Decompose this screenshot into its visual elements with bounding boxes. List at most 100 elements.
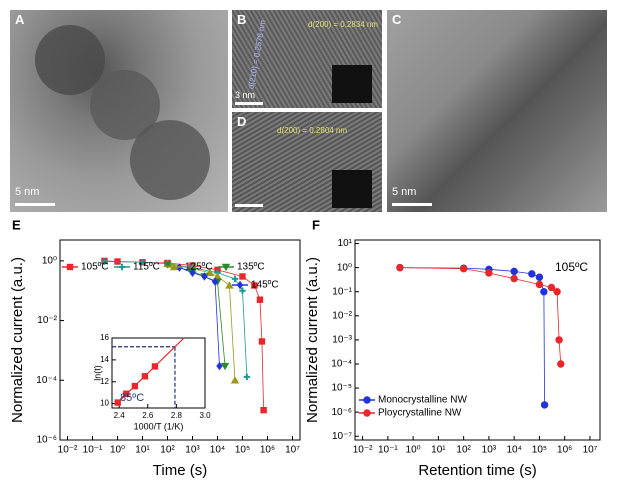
- annotation: 85ºC: [120, 392, 144, 404]
- data-point: [231, 275, 239, 283]
- data-point: [553, 288, 561, 296]
- y-tick-label: 10⁰: [337, 262, 352, 273]
- tem-image-d: D d(200) = 0.2804 nm: [232, 112, 382, 212]
- data-point: [528, 270, 536, 278]
- data-point: [230, 376, 240, 384]
- d-spacing: d(200) = 0.2804 nm: [277, 126, 348, 135]
- y-tick-label: 10⁻²: [332, 310, 352, 321]
- scale-bar-label: 5 nm: [15, 186, 40, 198]
- data-point: [258, 338, 266, 345]
- x-tick-label: 10⁴: [506, 445, 521, 456]
- legend-label: 135ºC: [237, 262, 265, 273]
- data-point: [510, 274, 518, 283]
- data-point: [114, 399, 121, 406]
- x-tick-label: 10³: [185, 445, 200, 456]
- x-tick-label: 10⁵: [235, 445, 250, 456]
- legend-marker: [363, 409, 371, 417]
- data-point: [131, 382, 139, 390]
- data-point: [213, 272, 222, 280]
- annotation: 105ºC: [555, 260, 588, 274]
- tem-image-a: A 5 nm: [10, 10, 228, 212]
- data-point: [189, 268, 196, 277]
- legend-marker: [236, 280, 244, 290]
- scale-bar-label: 3 nm: [235, 90, 256, 100]
- legend-label: Ploycrystalline NW: [378, 408, 462, 419]
- data-point: [459, 265, 468, 273]
- scale-bar: [392, 203, 432, 206]
- scale-bar: [15, 203, 55, 206]
- legend-marker: [169, 262, 179, 271]
- y-tick-label: 10⁻³: [332, 335, 352, 346]
- x-tick-label: 10⁻²: [353, 445, 373, 456]
- y-tick-label: 10¹: [338, 238, 353, 249]
- x-tick-label: 10⁶: [557, 445, 572, 456]
- x-tick-label: 10¹: [431, 445, 446, 456]
- data-point: [220, 362, 230, 371]
- x-tick-label: 10⁻²: [58, 445, 78, 456]
- x-tick-label: 10⁰: [110, 445, 125, 456]
- panel-label: D: [237, 114, 247, 129]
- data-point: [540, 288, 548, 296]
- x-axis-label: Time (s): [153, 462, 207, 479]
- x-tick-label: 10⁴: [210, 445, 225, 456]
- fft-inset: [332, 170, 372, 208]
- scale-bar: [235, 204, 263, 207]
- panel-label: B: [237, 12, 247, 27]
- data-point: [239, 273, 246, 280]
- legend-label: 115ºC: [133, 262, 160, 273]
- particle: [130, 120, 210, 200]
- y-tick-label: 10⁻⁴: [331, 359, 352, 370]
- data-point: [555, 336, 563, 344]
- particle: [35, 25, 105, 95]
- data-point: [101, 258, 108, 265]
- panel-label: F: [312, 217, 320, 232]
- data-point: [123, 390, 130, 397]
- y-axis-label: Normalized current (a.u.): [9, 257, 26, 423]
- y-tick-label: 14: [100, 355, 109, 364]
- x-tick-label: 2.8: [171, 411, 183, 420]
- legend-label: 125ºC: [185, 262, 213, 273]
- tem-image-c: C 5 nm: [387, 10, 607, 212]
- panel-label: A: [15, 12, 25, 27]
- data-point: [251, 282, 258, 289]
- legend-marker: [66, 263, 74, 271]
- x-axis-label: 1000/T (1/K): [134, 421, 184, 431]
- x-tick-label: 10²: [160, 445, 175, 456]
- data-point: [139, 259, 146, 266]
- series-line: [104, 261, 248, 377]
- x-tick-label: 2.4: [114, 411, 126, 420]
- x-tick-label: 10⁰: [406, 445, 421, 456]
- x-tick-label: 10²: [456, 445, 471, 456]
- d-spacing: d(200) = 0.2834 nm: [308, 20, 379, 29]
- panel-label: C: [392, 12, 402, 27]
- data-point: [540, 401, 549, 409]
- data-point: [396, 263, 404, 272]
- data-point: [239, 287, 246, 294]
- y-axis-label: ln(t): [92, 365, 102, 381]
- legend-label: Monocrystalline NW: [378, 395, 467, 406]
- x-tick-label: 10⁷: [285, 445, 300, 456]
- x-tick-label: 10⁷: [583, 445, 598, 456]
- series-line: [167, 263, 236, 381]
- data-point: [260, 406, 267, 414]
- legend-marker: [118, 263, 126, 271]
- data-point: [151, 363, 159, 370]
- y-tick-label: 12: [100, 377, 109, 386]
- plot-frame: [354, 239, 601, 441]
- y-tick-label: 10: [100, 399, 109, 408]
- data-point: [225, 281, 234, 289]
- x-tick-label: 10¹: [135, 445, 150, 456]
- panel-label: E: [12, 217, 21, 232]
- data-point: [535, 280, 544, 289]
- data-point: [557, 360, 565, 368]
- y-tick-label: 16: [100, 333, 109, 342]
- y-axis-label: Normalized current (a.u.): [304, 257, 321, 423]
- data-point: [216, 361, 223, 371]
- data-point: [256, 296, 264, 303]
- x-tick-label: 10³: [482, 445, 497, 456]
- x-tick-label: 10⁶: [260, 445, 275, 456]
- y-tick-label: 10⁻⁴: [36, 375, 57, 386]
- legend-label: 105ºC: [81, 262, 109, 273]
